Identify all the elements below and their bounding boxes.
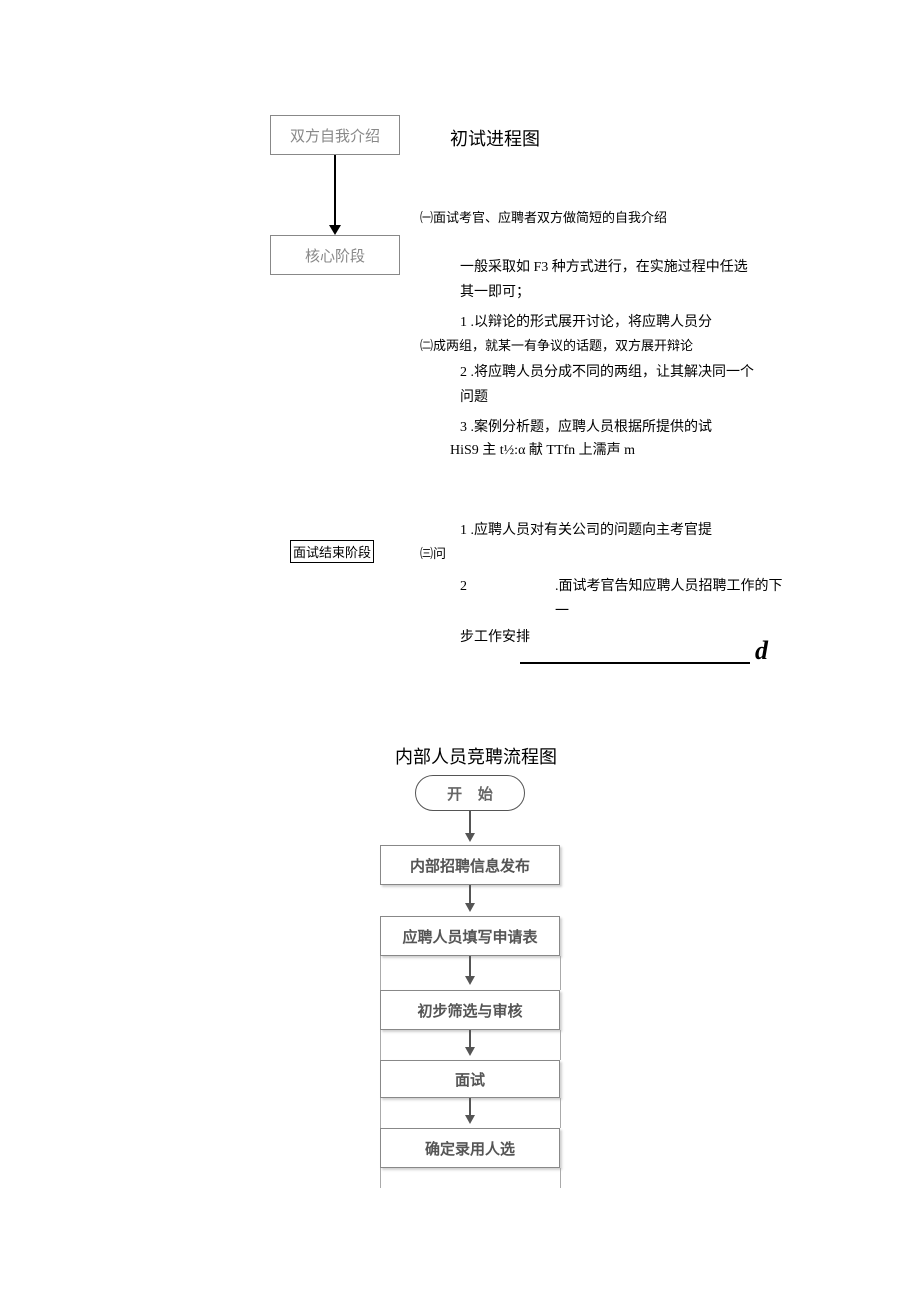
flow-step5-label: 确定录用人选 <box>425 1138 515 1159</box>
end-item2a: 2 <box>460 574 467 599</box>
arrow-head-2 <box>465 976 475 985</box>
gap-line-5-left <box>380 1168 381 1188</box>
gap-line-3-left <box>380 1030 381 1060</box>
section1-title: 初试进程图 <box>450 125 540 151</box>
box-self-intro: 双方自我介绍 <box>270 115 400 155</box>
marker-2: ㈡成两组，就某一有争议的话题，双方展开辩论 <box>420 335 693 354</box>
marker-3: ㈢问 <box>420 543 446 562</box>
box-self-intro-label: 双方自我介绍 <box>290 125 380 146</box>
end-item2b: .面试考官告知应聘人员招聘工作的下一 <box>555 574 785 624</box>
marker-1: ㈠面试考官、应聘者双方做简短的自我介绍 <box>420 207 667 226</box>
box-core-stage: 核心阶段 <box>270 235 400 275</box>
flow-step3-label: 初步筛选与审核 <box>417 1000 522 1021</box>
arrow-head-0 <box>465 833 475 842</box>
flow-start: 开 始 <box>415 775 525 811</box>
core-item3a: 3 .案例分析题，应聘人员根据所提供的试 <box>460 415 780 440</box>
flow-start-label: 开 始 <box>441 783 499 804</box>
arrow-head-intro-to-core <box>329 225 341 235</box>
flow-step3: 初步筛选与审核 <box>380 990 560 1030</box>
gap-line-5-right <box>560 1168 561 1188</box>
arrow-head-1 <box>465 903 475 912</box>
arrow-0 <box>469 811 471 833</box>
gap-line-4-left <box>380 1098 381 1128</box>
flow-step1: 内部招聘信息发布 <box>380 845 560 885</box>
box-end-stage-label: 面试结束阶段 <box>293 542 371 561</box>
flow-step5: 确定录用人选 <box>380 1128 560 1168</box>
core-item2: 2 .将应聘人员分成不同的两组，让其解决同一个问题 <box>460 360 760 410</box>
core-item3b: HiS9 主 t½:α 献 TTfn 上濡声 m <box>450 438 770 463</box>
gap-line-3-right <box>560 1030 561 1060</box>
arrow-2 <box>469 956 471 976</box>
arrow-intro-to-core <box>334 155 336 225</box>
flow-step2-label: 应聘人员填写申请表 <box>402 926 537 947</box>
flow-step1-label: 内部招聘信息发布 <box>410 855 530 876</box>
arrow-1 <box>469 885 471 903</box>
gap-line-4-right <box>560 1098 561 1128</box>
arrow-4 <box>469 1098 471 1115</box>
end-item1: 1 .应聘人员对有关公司的问题向主考官提 <box>460 518 780 543</box>
box-core-stage-label: 核心阶段 <box>305 245 365 266</box>
gap-line-2-left <box>380 956 381 990</box>
core-intro-text: 一般采取如 F3 种方式进行，在实施过程中任选其一即可； <box>460 255 760 305</box>
underline <box>520 640 750 664</box>
arrow-head-3 <box>465 1047 475 1056</box>
section2-title: 内部人员竞聘流程图 <box>395 743 557 769</box>
arrow-head-4 <box>465 1115 475 1124</box>
d-character: d <box>755 636 768 666</box>
gap-line-2-right <box>560 956 561 990</box>
box-end-stage: 面试结束阶段 <box>290 540 374 563</box>
flow-step2: 应聘人员填写申请表 <box>380 916 560 956</box>
core-item1: 1 .以辩论的形式展开讨论，将应聘人员分 <box>460 310 780 335</box>
arrow-3 <box>469 1030 471 1047</box>
flow-step4-label: 面试 <box>455 1069 485 1090</box>
flow-step4: 面试 <box>380 1060 560 1098</box>
